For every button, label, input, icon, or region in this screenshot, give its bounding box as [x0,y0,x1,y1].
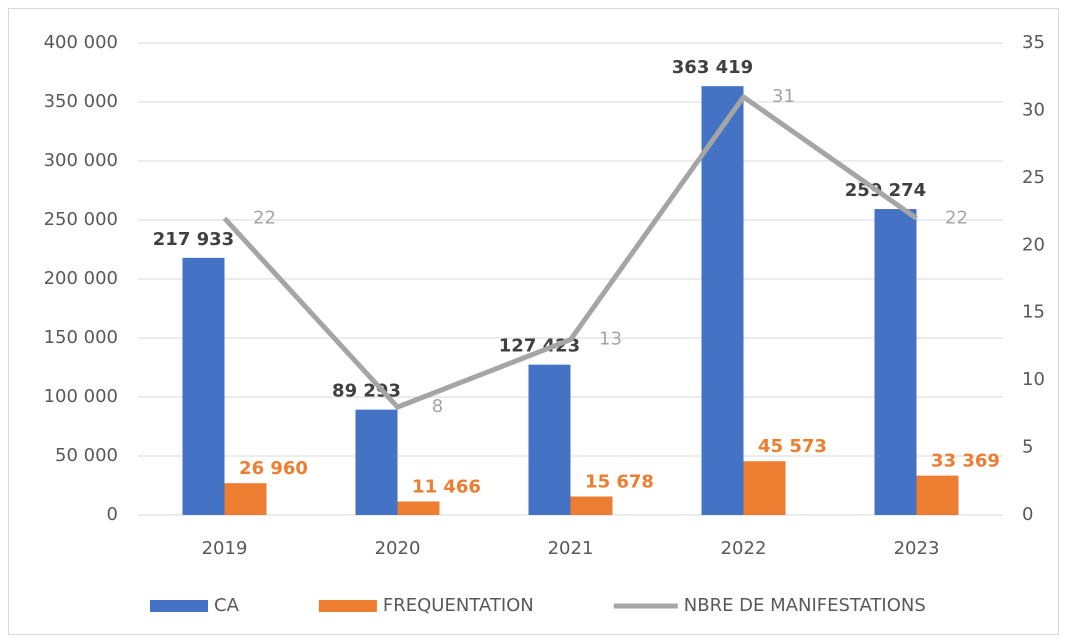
data-label: 26 960 [239,458,308,479]
y-tick-label: 200 000 [44,268,118,289]
data-label: 13 [599,329,622,350]
x-tick-label: 2023 [894,538,940,559]
bar [701,86,744,515]
y-tick-label: 250 000 [44,209,118,230]
y2-tick-label: 25 [1022,167,1045,188]
y-tick-label: 0 [107,504,118,525]
legend-label: FREQUENTATION [383,595,534,616]
legend-label: CA [214,595,240,616]
y2-tick-label: 35 [1022,32,1045,53]
x-tick-label: 2021 [548,538,594,559]
bar [874,209,917,515]
bar [570,496,613,515]
data-label: 15 678 [585,471,654,492]
data-label: 33 369 [931,451,1000,472]
y2-tick-label: 15 [1022,302,1045,323]
data-label: 89 293 [332,381,401,402]
data-label: 217 933 [153,229,234,250]
bar [916,475,959,515]
y2-tick-label: 10 [1022,369,1045,390]
x-tick-label: 2022 [721,538,767,559]
y-tick-label: 100 000 [44,386,118,407]
y2-tick-label: 20 [1022,234,1045,255]
y2-tick-label: 30 [1022,99,1045,120]
data-label: 22 [945,207,968,228]
data-label: 8 [432,396,443,417]
y-tick-label: 400 000 [44,32,118,53]
legend-swatch [318,600,377,612]
data-label: 45 573 [758,436,827,457]
line [222,94,918,410]
legend-swatch [150,600,208,612]
x-tick-label: 2020 [375,538,421,559]
data-label: 127 423 [499,336,580,357]
bar [224,483,267,515]
x-tick-label: 2019 [202,538,248,559]
data-label: 11 466 [412,476,481,497]
y2-tick-label: 0 [1022,504,1033,525]
data-label: 22 [253,207,276,228]
y-tick-label: 300 000 [44,150,118,171]
legend-label: NBRE DE MANIFESTATIONS [684,595,926,616]
bar [528,364,571,515]
bar [743,461,786,515]
y-tick-label: 50 000 [55,445,118,466]
y-tick-label: 350 000 [44,91,118,112]
data-label: 31 [772,86,795,107]
bar [397,501,440,515]
y2-tick-label: 5 [1022,437,1033,458]
bar [355,409,398,515]
y-tick-label: 150 000 [44,327,118,348]
bar [182,257,225,515]
data-label: 363 419 [672,57,753,78]
